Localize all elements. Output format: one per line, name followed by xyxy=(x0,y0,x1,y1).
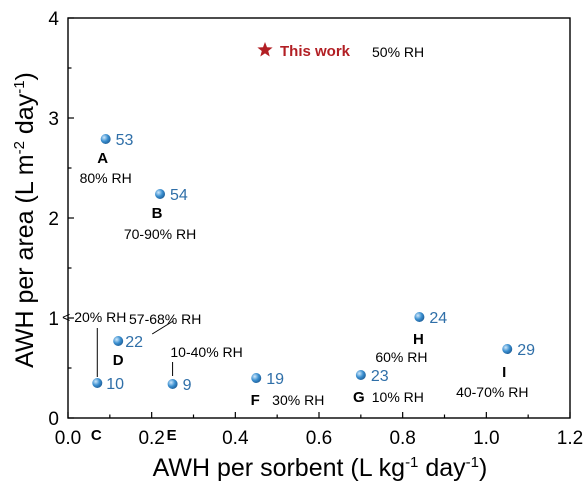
y-axis-title: AWH per area (L m-2 day-1) xyxy=(11,72,39,368)
x-tick-label: 0.2 xyxy=(138,428,164,449)
data-point-d xyxy=(113,336,124,346)
plot-frame xyxy=(67,17,571,419)
this-work-star xyxy=(257,42,273,57)
ref-label: 23 xyxy=(371,368,389,385)
this-work-rh-label: 50% RH xyxy=(372,44,424,60)
point-letter-label: A xyxy=(97,150,108,167)
x-tick-label: 0.8 xyxy=(389,428,415,449)
y-tick-label: 2 xyxy=(48,209,59,230)
point-letter-label: F xyxy=(251,392,260,409)
ref-label: 54 xyxy=(170,187,188,204)
ref-label: 22 xyxy=(125,334,143,351)
y-tick-label: 1 xyxy=(48,309,59,330)
ref-label: 9 xyxy=(183,377,192,394)
x-tick-label: 0.0 xyxy=(55,428,81,449)
y-tick-label: 4 xyxy=(48,9,59,30)
ref-label: 53 xyxy=(116,132,134,149)
leader-line-d xyxy=(151,320,174,335)
data-point-c xyxy=(92,378,103,388)
data-points xyxy=(92,134,513,389)
ref-label: 24 xyxy=(429,310,447,327)
y-tick-label: 3 xyxy=(48,109,59,130)
annotations: 53 A 80% RH 54 B 70-90% RH 10 C < 20% RH 22D 57-68… xyxy=(62,42,535,444)
ref-label: 10 xyxy=(106,376,124,393)
rh-label: 10% RH xyxy=(372,389,424,405)
point-letter-label: B xyxy=(152,205,163,222)
this-work-label: This work xyxy=(280,43,351,60)
axes xyxy=(67,17,571,419)
point-letter-label: E xyxy=(167,427,177,444)
x-tick-label: 1.0 xyxy=(473,428,499,449)
x-tick-label: 1.2 xyxy=(557,428,583,449)
rh-label: 70-90% RH xyxy=(124,226,196,242)
point-letter-label: I xyxy=(502,364,506,381)
rh-label: 30% RH xyxy=(272,392,324,408)
point-letter-label: D xyxy=(113,352,124,369)
data-point-h xyxy=(414,312,425,322)
rh-label: 80% RH xyxy=(80,170,132,186)
rh-label: 57-68% RH xyxy=(129,311,201,327)
rh-label: < 20% RH xyxy=(62,309,126,325)
ref-label: 29 xyxy=(517,342,535,359)
data-point-a xyxy=(100,134,111,144)
data-point-b xyxy=(155,189,166,199)
rh-label: 60% RH xyxy=(375,349,427,365)
data-point-e xyxy=(167,379,178,389)
x-tick-label: 0.6 xyxy=(306,428,332,449)
data-point-i xyxy=(502,344,513,354)
y-tick-label: 0 xyxy=(48,409,59,430)
data-point-f xyxy=(251,373,262,383)
data-point-g xyxy=(355,370,366,380)
x-tick-label: 0.4 xyxy=(222,428,249,449)
point-letter-label: C xyxy=(91,427,102,444)
rh-label: 10-40% RH xyxy=(170,344,242,360)
x-axis-title: AWH per sorbent (L kg-1 day-1) xyxy=(153,454,488,482)
ref-label: 19 xyxy=(266,371,284,388)
point-letter-label: G xyxy=(353,389,365,406)
rh-label: 40-70% RH xyxy=(456,384,528,400)
point-letter-label: H xyxy=(413,331,424,348)
